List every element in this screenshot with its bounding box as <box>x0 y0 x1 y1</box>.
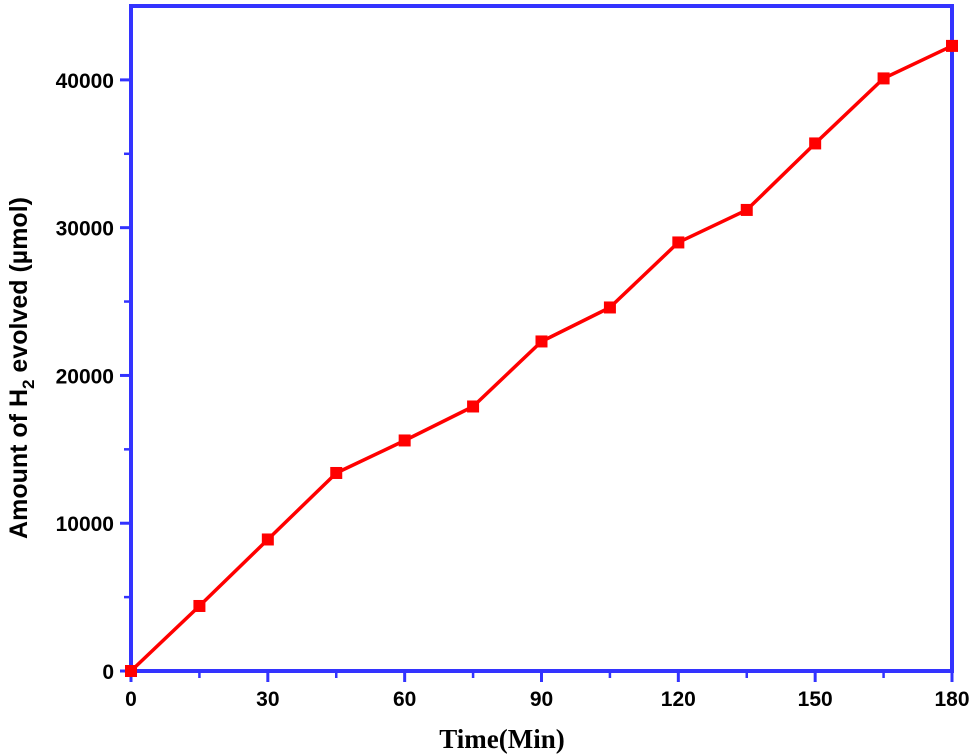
y-tick-label: 20000 <box>56 365 114 388</box>
data-point <box>193 599 206 612</box>
data-point <box>672 236 685 249</box>
data-point <box>946 39 958 52</box>
axes-layer: 0 30 60 90 120 150 180 0 10000 20000 30000 40000 <box>56 4 970 711</box>
y-axis-title-suffix: evolved (µmol) <box>5 197 33 380</box>
data-point <box>125 665 137 677</box>
x-tick-label: 30 <box>256 688 279 711</box>
data-point <box>467 400 480 413</box>
data-point <box>398 434 411 447</box>
data-point <box>877 72 890 85</box>
x-tick-label: 60 <box>393 688 416 711</box>
y-axis-title-subscript: 2 <box>19 380 38 389</box>
x-axis-title: Time(Min) <box>439 724 564 754</box>
labels-layer: Time(Min) Amount of H2 evolved (µmol) <box>5 197 565 754</box>
data-point <box>603 301 616 314</box>
x-tick-label: 150 <box>798 688 833 711</box>
series-layer <box>125 39 958 677</box>
y-axis-title: Amount of H2 evolved (µmol) <box>5 197 38 539</box>
data-point <box>535 335 548 348</box>
x-tick-label: 120 <box>661 688 696 711</box>
y-tick-label: 40000 <box>56 70 114 93</box>
x-tick-label: 180 <box>934 688 969 711</box>
series-line <box>129 44 953 673</box>
data-point <box>809 137 822 150</box>
data-point <box>261 533 274 546</box>
y-axis-title-prefix: Amount of H <box>5 389 33 539</box>
data-point <box>740 203 753 216</box>
data-point <box>330 466 343 479</box>
x-tick-label: 90 <box>530 688 553 711</box>
x-tick-label: 0 <box>125 688 137 711</box>
y-tick-label: 0 <box>102 661 114 684</box>
y-tick-label: 10000 <box>56 513 114 536</box>
y-tick-label: 30000 <box>56 218 114 241</box>
